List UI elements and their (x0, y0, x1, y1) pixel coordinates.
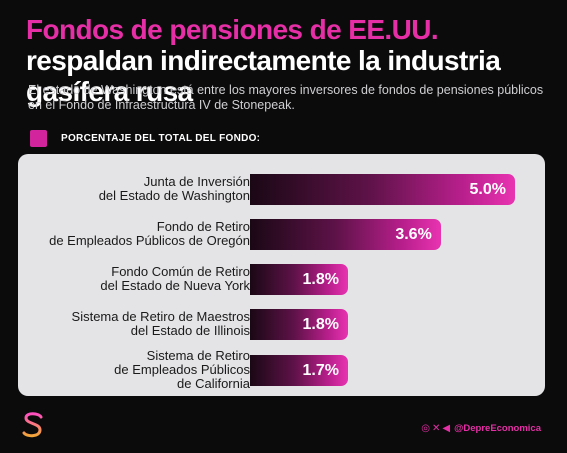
page-title: Fondos de pensiones de EE.UU. respaldan … (26, 14, 556, 107)
bar: 3.6% (250, 219, 441, 250)
social-handle[interactable]: @DepreEconomica (454, 422, 541, 434)
bar-row: Sistema de Retiro de Empleados Públicos … (18, 349, 545, 391)
bar-category-label: Sistema de Retiro de Empleados Públicos … (114, 348, 250, 391)
legend: PORCENTAJE DEL TOTAL DEL FONDO: (30, 128, 260, 148)
instagram-icon[interactable]: ◎ (421, 422, 431, 434)
bar-row: Fondo de Retiro de Empleados Públicos de… (18, 213, 545, 255)
bar: 1.7% (250, 355, 348, 386)
bar-value-label: 1.8% (302, 315, 339, 333)
bar-row: Junta de Inversión del Estado de Washing… (18, 168, 545, 210)
dollar-sign-icon (22, 408, 43, 442)
bar-value-label: 3.6% (395, 225, 432, 243)
bar-row: Fondo Común de Retiro del Estado de Nuev… (18, 258, 545, 300)
chart-panel: Junta de Inversión del Estado de Washing… (18, 154, 545, 396)
bar-value-label: 1.7% (302, 361, 339, 379)
bar-category-label: Fondo Común de Retiro del Estado de Nuev… (100, 264, 250, 293)
bar-category-label: Sistema de Retiro de Maestros del Estado… (71, 309, 250, 338)
bar: 1.8% (250, 264, 348, 295)
bar-value-label: 5.0% (469, 180, 506, 198)
bar: 5.0% (250, 174, 515, 205)
bar-category-label: Fondo de Retiro de Empleados Públicos de… (49, 219, 250, 248)
title-rest: respaldan indirectamente la industria ga… (26, 45, 501, 107)
bar-category-label: Junta de Inversión del Estado de Washing… (98, 174, 250, 203)
subtitle: El estado de Washington está entre los m… (28, 83, 544, 112)
bar-row: Sistema de Retiro de Maestros del Estado… (18, 303, 545, 345)
bar: 1.8% (250, 309, 348, 340)
social-links: ◎ ✕ ◀ @DepreEconomica (421, 421, 541, 435)
bar-value-label: 1.8% (302, 270, 339, 288)
title-highlight: Fondos de pensiones de EE.UU. (26, 14, 439, 45)
legend-swatch (30, 129, 47, 147)
x-icon[interactable]: ✕ (432, 422, 441, 434)
legend-label: PORCENTAJE DEL TOTAL DEL FONDO: (61, 132, 261, 144)
telegram-icon[interactable]: ◀ (442, 422, 451, 434)
